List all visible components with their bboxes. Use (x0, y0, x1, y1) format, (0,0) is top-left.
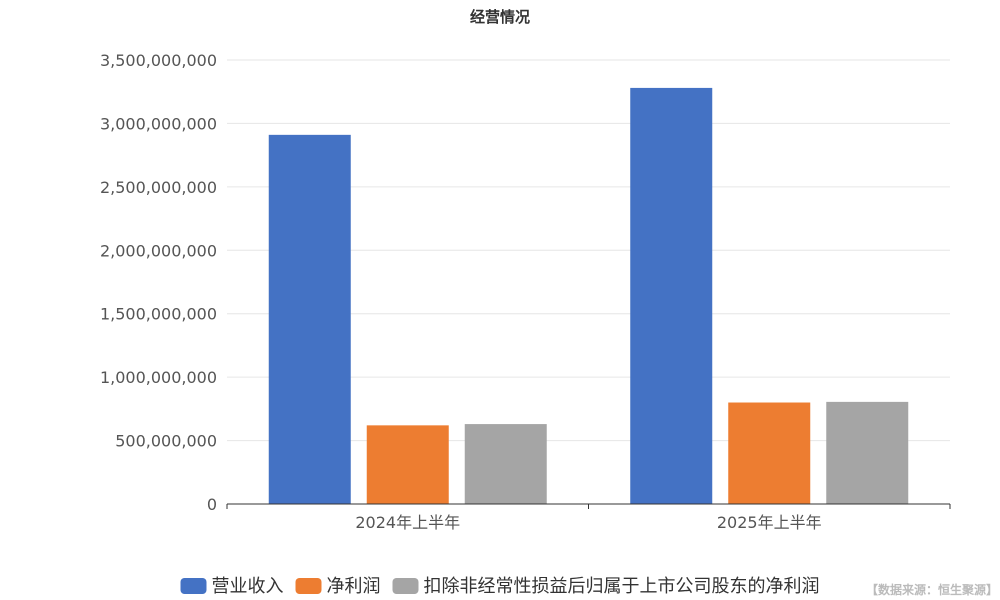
bar (366, 425, 449, 504)
chart-title: 经营情况 (470, 8, 530, 26)
y-tick-label: 1,000,000,000 (100, 368, 217, 387)
legend-swatch (180, 578, 207, 594)
legend-item[interactable]: 营业收入 (180, 576, 284, 597)
x-axis-ticks: 2024年上半年 2025年上半年 (226, 504, 951, 532)
x-tick-label: 2025年上半年 (717, 513, 822, 532)
legend-item[interactable]: 扣除非经常性损益后归属于上市公司股东的净利润 (392, 576, 820, 597)
legend-swatch (392, 578, 419, 594)
y-tick-label: 500,000,000 (115, 432, 217, 451)
legend-swatch (295, 578, 322, 594)
legend-label: 扣除非经常性损益后归属于上市公司股东的净利润 (424, 576, 820, 597)
y-tick-label: 3,000,000,000 (100, 114, 217, 133)
source-note: 【数据来源：恒生聚源】 (866, 582, 998, 597)
bars (268, 87, 909, 505)
x-tick-label: 2024年上半年 (355, 513, 460, 532)
y-tick-label: 1,500,000,000 (100, 305, 217, 324)
bar (728, 402, 811, 504)
bar (826, 401, 909, 504)
y-tick-label: 2,000,000,000 (100, 241, 217, 260)
legend-item[interactable]: 净利润 (295, 576, 381, 597)
bar (464, 424, 547, 504)
y-tick-label: 0 (207, 495, 217, 514)
y-tick-label: 2,500,000,000 (100, 178, 217, 197)
legend: 营业收入 净利润 扣除非经常性损益后归属于上市公司股东的净利润 (180, 576, 820, 597)
bar (268, 134, 351, 505)
y-tick-label: 3,500,000,000 (100, 51, 217, 70)
legend-label: 营业收入 (212, 576, 284, 597)
bar (630, 87, 713, 504)
y-axis-ticks: 0 500,000,000 1,000,000,000 1,500,000,000 2,… (100, 51, 217, 514)
legend-label: 净利润 (327, 576, 381, 597)
